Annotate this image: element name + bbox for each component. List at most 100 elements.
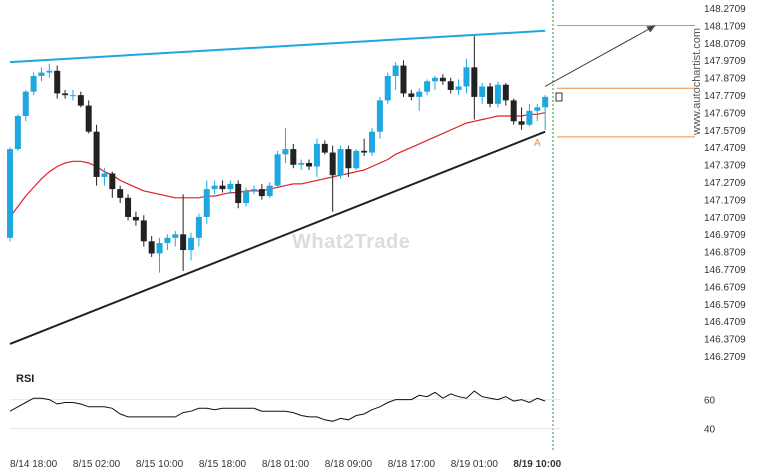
candle-body (494, 84, 501, 104)
candle-body (140, 220, 147, 242)
candle-body (518, 121, 525, 125)
candle-body (510, 100, 517, 122)
candle-body (243, 190, 250, 204)
candle-body (329, 152, 336, 176)
candle-body (7, 149, 13, 238)
candle-body (337, 149, 344, 176)
candle-body (211, 185, 218, 190)
y-tick-label: 147.0709 (704, 213, 746, 224)
x-tick-label: 8/19 01:00 (451, 459, 499, 470)
point-label-a: A (534, 138, 541, 149)
candle-body (298, 163, 305, 165)
candle-body (54, 70, 61, 94)
watermark: What2Trade (292, 231, 410, 253)
candle-body (69, 95, 76, 97)
x-tick-label: 8/18 09:00 (325, 459, 373, 470)
candle-body (392, 65, 399, 77)
candle-body (180, 234, 187, 251)
candle-body (542, 96, 549, 108)
y-tick-label: 147.7709 (704, 91, 746, 102)
projection-line (544, 25, 656, 87)
x-tick-label: 8/15 10:00 (136, 459, 184, 470)
y-tick-label: 146.5709 (704, 300, 746, 311)
candle-body (195, 216, 202, 238)
rsi-line (9, 390, 546, 422)
candle-body (258, 189, 265, 197)
candle-body (353, 150, 360, 169)
candle-body (290, 149, 297, 165)
candle-body (479, 86, 486, 97)
y-tick-label: 147.8709 (704, 74, 746, 85)
y-tick-label: 147.9709 (704, 56, 746, 67)
y-tick-label: 146.9709 (704, 230, 746, 241)
candle-body (266, 185, 273, 197)
candle-body (188, 237, 195, 251)
candle-body (125, 197, 132, 217)
candle-body (471, 67, 478, 97)
candle-body (22, 91, 29, 117)
candle-body (431, 77, 438, 82)
candle-body (219, 185, 226, 190)
candle-body (321, 143, 328, 153)
x-tick-label: 8/18 01:00 (262, 459, 310, 470)
candle-body (306, 163, 313, 167)
candle-body (313, 143, 320, 167)
candle-body (408, 93, 415, 97)
y-tick-label: 146.7709 (704, 265, 746, 276)
y-tick-label: 147.5709 (704, 126, 746, 137)
y-tick-label: 146.3709 (704, 335, 746, 346)
y-tick-label: 146.8709 (704, 248, 746, 259)
candle-body (117, 189, 124, 198)
candle-body (46, 70, 53, 73)
candle-body (416, 91, 423, 97)
candle-body (534, 107, 541, 111)
resistance-line (9, 29, 546, 64)
candle-body (526, 110, 533, 125)
y-tick-label: 146.6709 (704, 282, 746, 293)
candle-body (400, 65, 407, 94)
candle-body (463, 67, 470, 87)
candle-body (62, 93, 69, 96)
candle-body (250, 189, 257, 191)
y-tick-label: 148.1709 (704, 21, 746, 32)
y-tick-label: 147.3709 (704, 161, 746, 172)
y-tick-label: 148.2709 (704, 4, 746, 15)
candle-body (227, 183, 234, 190)
last-candle-marker (555, 92, 563, 102)
candle-body (85, 105, 92, 132)
y-tick-label: 147.1709 (704, 195, 746, 206)
candle-body (345, 149, 352, 169)
candle-body (369, 131, 376, 153)
rsi-tick-label: 60 (704, 396, 716, 407)
candle-body (38, 72, 45, 77)
candle-body (101, 173, 108, 177)
candle-body (502, 84, 509, 101)
candle-body (424, 81, 431, 92)
candle-body (14, 116, 21, 150)
x-tick-label: 8/18 17:00 (388, 459, 436, 470)
support-line (9, 130, 546, 345)
side-text: www.autochartist.com (691, 28, 703, 136)
candle-body (77, 95, 84, 106)
candle-body (376, 100, 383, 132)
candle-body (447, 81, 454, 90)
candle-body (30, 76, 37, 92)
candle-body (93, 131, 100, 177)
candle-body (274, 154, 281, 186)
x-tick-label: 8/19 10:00 (513, 459, 561, 470)
x-tick-label: 8/14 18:00 (10, 459, 58, 470)
y-tick-label: 147.4709 (704, 143, 746, 154)
x-tick-label: 8/15 02:00 (73, 459, 121, 470)
rsi-tick-label: 40 (704, 424, 716, 435)
y-tick-label: 147.6709 (704, 108, 746, 119)
y-tick-label: 147.2709 (704, 178, 746, 189)
candle-body (109, 173, 116, 190)
candle-body (148, 241, 155, 254)
y-tick-label: 146.2709 (704, 352, 746, 363)
rsi-title: RSI (16, 373, 34, 385)
projection-arrowhead (646, 25, 656, 33)
y-tick-label: 146.4709 (704, 317, 746, 328)
candle-body (439, 77, 446, 82)
